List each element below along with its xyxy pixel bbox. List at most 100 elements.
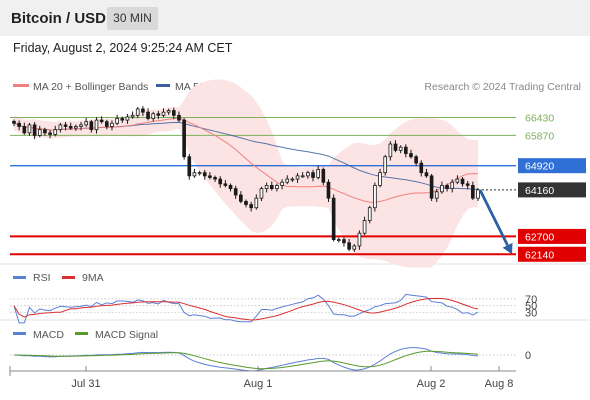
ma20-legend-swatch <box>13 84 29 87</box>
candle-bearish <box>269 185 274 190</box>
candle-bullish <box>115 118 119 124</box>
candle-bullish <box>27 124 32 134</box>
candle-bullish <box>151 113 156 119</box>
candle-bearish <box>177 114 181 121</box>
candle-bullish <box>476 189 480 199</box>
candle-bearish <box>63 124 68 127</box>
candle-bullish <box>110 122 114 127</box>
candle-bearish <box>228 185 233 190</box>
candle-bullish <box>388 143 393 158</box>
candle-bearish <box>104 121 109 127</box>
candle-bullish <box>84 121 88 126</box>
macd-tick-label: 0 <box>525 350 531 362</box>
candle-bearish <box>89 121 94 131</box>
ma50-legend-swatch <box>156 84 170 87</box>
rsi-ma-legend-swatch <box>62 276 75 279</box>
candle-bearish <box>244 200 248 205</box>
candle-bearish <box>326 181 331 199</box>
candle-bearish <box>68 126 73 129</box>
candle-bullish <box>295 175 300 180</box>
candle-bullish <box>357 232 362 247</box>
candle-bullish <box>434 191 439 199</box>
candle-bearish <box>424 172 429 177</box>
macd-signal-legend-label: MACD Signal <box>95 329 158 341</box>
candle-bullish <box>58 124 63 131</box>
candle-bearish <box>202 172 207 177</box>
candle-bullish <box>197 172 202 175</box>
x-tick-label: Jul 31 <box>71 378 100 390</box>
rsi-tick-label: 70 <box>525 294 537 306</box>
x-axis: Jul 31 Aug 1 Aug 2 Aug 8 <box>9 366 514 390</box>
candle-bearish <box>445 185 449 190</box>
candle-bullish <box>130 114 135 118</box>
price-levels <box>10 117 516 256</box>
macd-panel: 0 <box>10 347 531 372</box>
rsi-legend-swatch <box>13 276 26 279</box>
forecast-arrow <box>478 189 513 255</box>
candle-bullish <box>450 181 455 190</box>
rsi-tick-label: 30 <box>525 308 537 320</box>
candle-bearish <box>429 175 434 199</box>
candle-bearish <box>172 110 176 116</box>
candle-bullish <box>275 185 279 190</box>
timeframe-button[interactable]: 30 MIN <box>107 7 158 30</box>
candle-bearish <box>465 183 470 186</box>
candle-bullish <box>316 169 320 178</box>
bollinger-band <box>14 79 478 268</box>
candle-bullish <box>280 181 284 186</box>
candle-bullish <box>166 110 171 113</box>
candle-bullish <box>125 116 130 121</box>
candle-bearish <box>120 118 125 121</box>
copyright-text: Research © 2024 Trading Central <box>424 81 581 93</box>
candle-bearish <box>218 178 223 185</box>
candle-bullish <box>290 178 295 181</box>
x-tick-label: Aug 2 <box>417 378 446 390</box>
candle-bearish <box>43 129 47 134</box>
support-level-label: 62700 <box>525 231 554 243</box>
candle-bearish <box>48 132 52 135</box>
candle-bearish <box>393 143 398 151</box>
candle-bearish <box>233 188 238 196</box>
rsi-legend-label: RSI <box>33 272 51 284</box>
resistance-level-label: 65870 <box>525 130 554 142</box>
timestamp: Friday, August 2, 2024 9:25:24 AM CET <box>13 41 233 55</box>
resistance-level-label: 66430 <box>525 113 554 125</box>
candle-bullish <box>352 245 357 250</box>
candle-bullish <box>94 119 99 131</box>
candle-bullish <box>74 126 78 129</box>
macd-legend-swatch <box>13 332 26 335</box>
candle-bearish <box>331 197 336 241</box>
candle-bearish <box>12 120 16 124</box>
rsi-ma-line <box>13 297 479 321</box>
candle-bearish <box>99 119 104 123</box>
rsi-tick-label: 50 <box>525 301 537 313</box>
candle-bullish <box>336 239 341 242</box>
ma20-legend-label: MA 20 + Bollinger Bands <box>33 81 148 93</box>
candle-bearish <box>460 178 465 185</box>
pivot-level-tag <box>518 158 586 174</box>
candle-bullish <box>300 175 305 178</box>
candle-bearish <box>17 122 21 127</box>
candle-bullish <box>378 172 382 186</box>
pivot-level-label: 64920 <box>525 161 554 173</box>
candle-bearish <box>414 156 418 164</box>
candle-bearish <box>22 126 27 134</box>
candle-bullish <box>455 178 460 183</box>
last-price-tag <box>518 182 586 198</box>
price-panel: 66430 65870 64920 64160 62700 62140 <box>10 79 586 268</box>
candle-bullish <box>254 197 259 209</box>
candle-bearish <box>32 124 37 136</box>
x-tick-label: Aug 8 <box>485 378 514 390</box>
candle-bearish <box>249 204 253 209</box>
candle-bullish <box>367 207 372 221</box>
candle-bearish <box>182 119 186 158</box>
candle-bearish <box>409 153 413 158</box>
candle-bearish <box>311 172 315 178</box>
macd-signal-line <box>14 350 479 370</box>
forecast-arrow-shaft <box>478 189 509 246</box>
candle-bearish <box>156 113 161 116</box>
forecast-arrow-head <box>502 242 513 255</box>
support-level-tag <box>518 246 586 262</box>
